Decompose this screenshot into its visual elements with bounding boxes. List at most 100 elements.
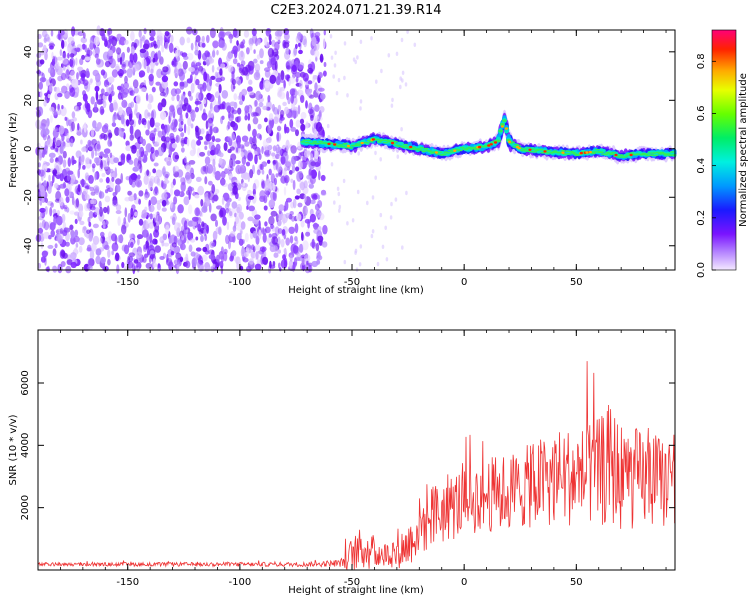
track-cell — [510, 141, 515, 143]
noise-speck — [296, 89, 304, 97]
noise-speck — [315, 56, 318, 62]
noise-speck — [109, 168, 114, 174]
noise-speck — [162, 66, 169, 73]
noise-speck — [65, 69, 70, 80]
noise-speck — [174, 222, 181, 232]
noise-speck — [236, 232, 242, 241]
track-cell — [421, 150, 427, 153]
noise-speck — [65, 207, 70, 213]
noise-speck — [130, 173, 138, 181]
noise-speck — [171, 242, 177, 248]
snr-frame — [37, 329, 676, 571]
noise-speck — [195, 236, 199, 241]
noise-speck — [250, 244, 255, 251]
noise-speck — [134, 103, 138, 112]
noise-speck — [240, 221, 246, 230]
noise-speck — [270, 56, 276, 66]
noise-speck — [183, 220, 188, 231]
noise-speck — [299, 79, 303, 89]
y-tick-label: 6000 — [20, 370, 31, 395]
noise-speck — [180, 243, 186, 251]
noise-speck — [181, 94, 185, 100]
y-tick-label: -20 — [23, 189, 34, 205]
noise-speck — [53, 215, 57, 226]
noise-speck — [123, 82, 129, 90]
noise-speck — [95, 58, 101, 65]
noise-speck — [165, 136, 171, 143]
noise-speck — [133, 87, 139, 94]
noise-speck — [218, 95, 221, 106]
noise-speck — [109, 102, 114, 113]
noise-speck — [121, 63, 126, 70]
noise-speck — [194, 100, 202, 105]
noise-speck — [262, 233, 267, 243]
noise-speck — [284, 106, 289, 115]
track-cell — [538, 148, 544, 151]
track-cell — [306, 139, 312, 142]
noise-speck — [83, 226, 87, 231]
noise-speck — [157, 263, 161, 269]
noise-speck — [69, 59, 74, 66]
noise-speck — [185, 253, 189, 262]
noise-speck — [306, 90, 311, 97]
noise-speck — [40, 256, 46, 263]
track-hotspot — [478, 145, 482, 149]
noise-speck — [168, 146, 173, 156]
noise-speck — [242, 39, 246, 45]
noise-speck — [311, 36, 317, 47]
noise-speck — [218, 157, 223, 165]
noise-speck — [146, 248, 150, 256]
track-cell — [389, 140, 394, 142]
track-cell — [449, 151, 455, 153]
noise-speck — [231, 109, 238, 115]
noise-speck — [188, 191, 191, 201]
track-cell — [591, 152, 596, 155]
noise-speck — [195, 62, 202, 67]
noise-speck — [129, 52, 135, 63]
noise-speck — [94, 85, 100, 92]
colorbar-gradient — [712, 30, 736, 270]
noise-speck — [293, 155, 297, 163]
noise-speck — [144, 194, 149, 201]
noise-speck — [71, 121, 75, 132]
noise-speck — [40, 90, 43, 99]
noise-speck — [299, 181, 306, 191]
noise-speck — [194, 106, 199, 113]
noise-speck — [295, 78, 299, 83]
noise-speck — [105, 157, 110, 162]
noise-speck — [249, 169, 254, 179]
noise-speck — [198, 229, 204, 235]
noise-speck — [129, 134, 134, 141]
noise-speck — [283, 41, 290, 49]
noise-speck — [300, 220, 305, 228]
noise-speck — [343, 259, 347, 265]
track-hotspot — [561, 151, 565, 154]
noise-speck — [237, 107, 242, 115]
noise-speck — [404, 82, 408, 87]
noise-speck — [48, 76, 53, 83]
noise-speck — [130, 46, 135, 55]
noise-speck — [298, 171, 303, 179]
noise-speck — [175, 49, 179, 59]
noise-speck — [146, 169, 150, 176]
noise-speck — [186, 37, 191, 44]
noise-speck — [265, 226, 271, 234]
noise-speck — [376, 261, 380, 267]
noise-speck — [143, 174, 149, 185]
noise-speck — [183, 55, 189, 61]
track-hotspot — [504, 127, 508, 130]
track-hotspot — [629, 153, 633, 157]
noise-speck — [297, 202, 303, 208]
noise-speck — [279, 30, 283, 35]
noise-speck — [160, 35, 163, 46]
noise-speck — [111, 122, 117, 127]
noise-speck — [321, 241, 328, 248]
noise-speck — [356, 55, 359, 60]
noise-speck — [202, 98, 207, 105]
noise-speck — [121, 224, 127, 235]
noise-speck — [171, 95, 175, 101]
track-cell — [500, 123, 505, 126]
noise-speck — [303, 193, 307, 203]
track-hotspot — [487, 144, 491, 147]
noise-speck — [199, 210, 202, 217]
